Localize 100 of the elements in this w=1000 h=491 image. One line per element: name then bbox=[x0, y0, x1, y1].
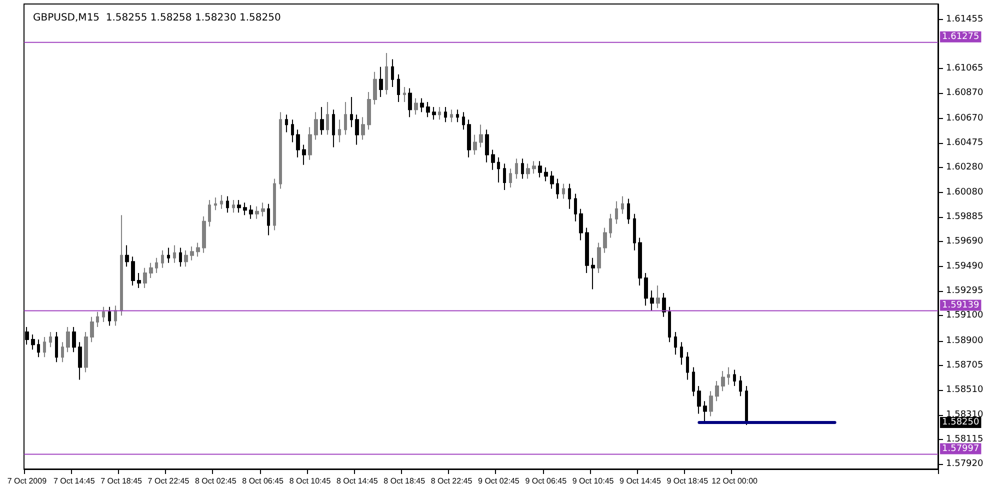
candlestick bbox=[721, 370, 725, 392]
y-tick-label: 1.58115 bbox=[946, 434, 984, 444]
candlestick bbox=[579, 208, 583, 241]
candlestick bbox=[420, 98, 424, 113]
x-tick-label: 9 Oct 02:45 bbox=[478, 476, 520, 486]
candlestick bbox=[638, 237, 642, 286]
candlestick bbox=[120, 214, 123, 316]
candlestick bbox=[692, 366, 695, 397]
candlestick bbox=[391, 58, 394, 88]
candlestick bbox=[544, 166, 548, 182]
candlestick bbox=[562, 183, 565, 200]
candlestick bbox=[444, 106, 447, 123]
candlestick bbox=[414, 98, 418, 116]
candlestick bbox=[426, 102, 430, 118]
candlestick bbox=[66, 326, 70, 353]
candlestick bbox=[709, 390, 713, 417]
candlestick bbox=[114, 305, 117, 326]
candlestick bbox=[49, 332, 52, 348]
candlestick bbox=[31, 334, 35, 350]
candlestick bbox=[314, 112, 318, 140]
candlestick bbox=[102, 306, 105, 322]
x-tick-label: 12 Oct 00:00 bbox=[712, 476, 758, 486]
y-tick-label: 1.59100 bbox=[946, 310, 984, 321]
candlestick bbox=[155, 257, 158, 274]
candlestick bbox=[279, 112, 282, 190]
y-tick-label: 1.61455 bbox=[946, 14, 984, 25]
candlestick bbox=[61, 342, 64, 363]
y-tick-label: 1.61065 bbox=[946, 64, 984, 74]
candlestick bbox=[338, 119, 341, 143]
candlestick bbox=[232, 200, 235, 214]
y-tick-label: 1.59690 bbox=[946, 236, 984, 247]
x-tick-label: 9 Oct 06:45 bbox=[525, 476, 568, 486]
candlestick bbox=[627, 198, 630, 224]
candlestick bbox=[609, 213, 612, 238]
candlestick bbox=[509, 168, 512, 188]
candlestick bbox=[550, 170, 554, 190]
candlestick bbox=[674, 332, 677, 356]
candlestick bbox=[603, 227, 607, 254]
candlestick bbox=[267, 203, 270, 236]
candlestick bbox=[574, 193, 577, 222]
candlestick bbox=[397, 74, 400, 103]
candlestick bbox=[438, 106, 441, 120]
candlestick bbox=[196, 242, 200, 258]
candlestick bbox=[43, 336, 46, 358]
candlestick bbox=[733, 369, 736, 387]
candlestick bbox=[137, 272, 141, 289]
x-tick-label: 9 Oct 10:45 bbox=[572, 476, 614, 486]
candlestick bbox=[462, 112, 465, 130]
candlestick bbox=[662, 292, 666, 318]
ref-line-label: 1.59139 bbox=[942, 300, 980, 310]
candlestick bbox=[644, 272, 648, 306]
candlestick bbox=[220, 194, 223, 210]
candlestick bbox=[503, 163, 506, 190]
candlestick bbox=[538, 160, 542, 178]
candlestick bbox=[350, 96, 353, 128]
candlestick bbox=[308, 126, 312, 160]
candlestick bbox=[526, 163, 530, 180]
candlestick bbox=[467, 119, 471, 158]
candlestick bbox=[149, 262, 153, 278]
candlestick bbox=[432, 106, 436, 120]
candlestick bbox=[585, 227, 589, 274]
candlestick bbox=[680, 342, 683, 366]
candlestick bbox=[37, 339, 40, 358]
candlestick bbox=[532, 160, 536, 174]
candlestick bbox=[214, 197, 217, 211]
candlestick bbox=[739, 376, 742, 397]
candlestick bbox=[491, 149, 495, 170]
candlestick bbox=[78, 342, 82, 380]
candlestick bbox=[237, 200, 241, 214]
candlestick bbox=[84, 332, 88, 373]
candlestick bbox=[497, 156, 500, 183]
y-tick-label: 1.58900 bbox=[946, 336, 984, 346]
y-tick-label: 1.60080 bbox=[946, 188, 984, 198]
candlestick bbox=[650, 290, 654, 312]
candlestick bbox=[90, 316, 94, 343]
candlestick bbox=[591, 257, 595, 290]
candlestick bbox=[615, 200, 618, 224]
candlestick bbox=[456, 109, 459, 123]
text: GBPUSD,M15 1.58255 1.58258 1.58230 1.58250 bbox=[33, 12, 281, 24]
x-tick-label: 8 Oct 02:45 bbox=[194, 476, 237, 486]
y-tick-label: 1.59295 bbox=[946, 286, 984, 296]
candlestick bbox=[161, 250, 164, 268]
candlestick bbox=[361, 116, 365, 140]
candlestick bbox=[72, 326, 76, 353]
candlestick bbox=[521, 158, 524, 180]
candlestick bbox=[179, 247, 182, 268]
candlestick bbox=[261, 202, 265, 217]
candlestick bbox=[568, 183, 571, 210]
candlestick bbox=[108, 306, 111, 326]
candlestick bbox=[597, 242, 601, 274]
candlestick bbox=[686, 352, 689, 380]
candlestick bbox=[479, 124, 483, 148]
candlestick bbox=[243, 202, 247, 216]
candlestick bbox=[125, 244, 129, 268]
candlestick bbox=[173, 244, 176, 264]
candlestick bbox=[408, 88, 412, 118]
candlestick bbox=[344, 102, 347, 136]
candlestick bbox=[131, 256, 135, 286]
candlestick bbox=[556, 178, 559, 200]
y-tick-label: 1.60280 bbox=[946, 162, 984, 172]
